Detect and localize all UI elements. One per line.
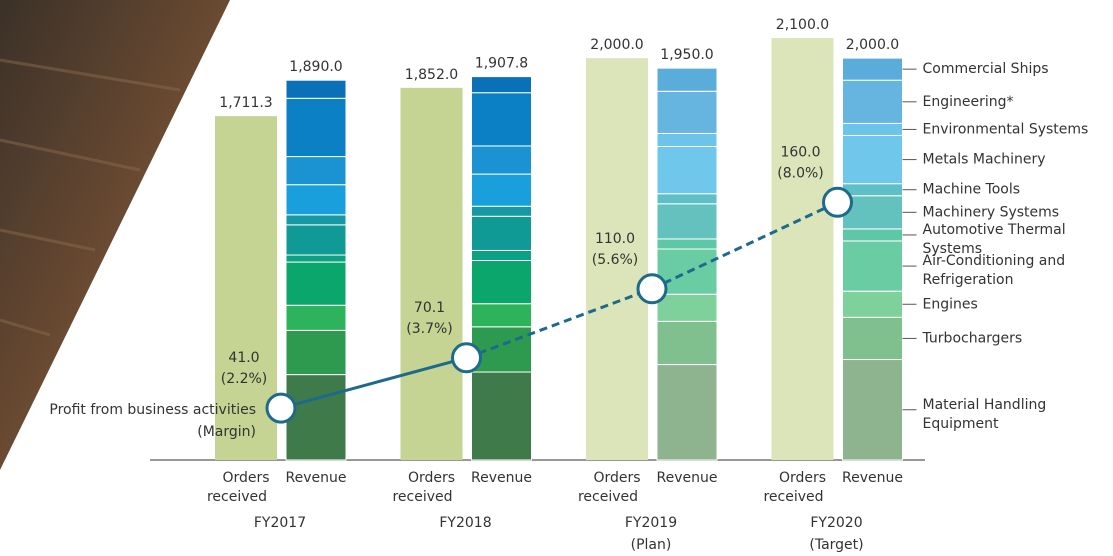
profit-marker xyxy=(824,188,852,216)
revenue-segment xyxy=(286,185,346,215)
revenue-segment xyxy=(286,255,346,262)
x-tick-note: (Plan) xyxy=(631,537,672,553)
x-tick-label: FY2017 xyxy=(254,515,306,531)
profit-label: 160.0 xyxy=(780,144,820,160)
revenue-segment xyxy=(286,262,346,305)
revenue-total-label: 1,950.0 xyxy=(660,47,713,63)
legend-label: Engines xyxy=(923,296,978,312)
revenue-segment xyxy=(843,229,903,241)
profit-marker xyxy=(267,394,295,422)
revenue-segment xyxy=(472,206,532,216)
revenue-segment xyxy=(843,80,903,123)
revenue-segment xyxy=(843,241,903,291)
revenue-segment xyxy=(472,93,532,146)
legend-label: Air-Conditioning andRefrigeration xyxy=(923,253,1066,288)
x-bar-label: Revenue xyxy=(657,470,718,486)
revenue-segment xyxy=(472,250,532,260)
x-tick-label: FY2018 xyxy=(439,515,491,531)
revenue-segment xyxy=(843,291,903,317)
revenue-segment xyxy=(286,215,346,225)
photo xyxy=(0,0,230,470)
legend-label: Machine Tools xyxy=(923,182,1021,198)
revenue-segment xyxy=(843,184,903,196)
orders-label: 1,852.0 xyxy=(405,67,458,83)
margin-label: (8.0%) xyxy=(777,165,824,181)
revenue-segment xyxy=(843,123,903,135)
revenue-segment xyxy=(657,294,717,321)
revenue-segment xyxy=(657,321,717,364)
legend-label: Environmental Systems xyxy=(923,121,1089,137)
x-tick-label: FY2020 xyxy=(810,515,862,531)
revenue-segment xyxy=(657,194,717,204)
revenue-segment xyxy=(286,98,346,156)
x-tick-label: FY2019 xyxy=(625,515,677,531)
profit-label: 110.0 xyxy=(595,231,635,247)
revenue-segment xyxy=(286,330,346,374)
profit-marker xyxy=(453,344,481,372)
profit-label: 70.1 xyxy=(414,300,445,316)
legend-label: Commercial Ships xyxy=(923,61,1049,77)
x-bar-label: Revenue xyxy=(471,470,532,486)
orders-label: 1,711.3 xyxy=(219,95,272,111)
x-bar-label: received xyxy=(578,489,638,505)
profit-name: (Margin) xyxy=(197,424,256,440)
x-bar-label: Orders xyxy=(408,470,455,486)
x-bar-label: Orders xyxy=(222,470,269,486)
revenue-segment xyxy=(657,147,717,194)
revenue-segment xyxy=(472,216,532,250)
x-bar-label: Orders xyxy=(593,470,640,486)
margin-label: (2.2%) xyxy=(221,371,268,387)
legend-label: Engineering* xyxy=(923,94,1014,110)
x-bar-label: Orders xyxy=(779,470,826,486)
profit-name: Profit from business activities xyxy=(49,402,256,418)
x-tick-note: (Target) xyxy=(809,537,863,553)
revenue-segment xyxy=(472,77,532,93)
x-bar-label: received xyxy=(207,489,267,505)
x-bar-label: received xyxy=(763,489,823,505)
revenue-segment xyxy=(657,133,717,146)
revenue-segment xyxy=(843,135,903,183)
revenue-segment xyxy=(657,68,717,91)
revenue-segment xyxy=(286,80,346,98)
orders-bar xyxy=(401,88,463,460)
revenue-segment xyxy=(286,157,346,185)
revenue-segment xyxy=(843,317,903,359)
x-bar-label: Revenue xyxy=(842,470,903,486)
revenue-segment xyxy=(472,174,532,206)
orders-bar xyxy=(772,38,834,460)
revenue-segment xyxy=(472,260,532,303)
revenue-segment xyxy=(657,365,717,460)
margin-label: (3.7%) xyxy=(406,321,453,337)
revenue-segment xyxy=(657,204,717,239)
revenue-total-label: 2,000.0 xyxy=(846,37,899,53)
revenue-segment xyxy=(843,360,903,460)
revenue-segment xyxy=(286,375,346,460)
margin-label: (5.6%) xyxy=(592,252,639,268)
legend-label: Machinery Systems xyxy=(923,204,1060,220)
revenue-segment xyxy=(657,239,717,249)
revenue-total-label: 1,907.8 xyxy=(475,56,528,72)
legend-label: Metals Machinery xyxy=(923,152,1046,168)
revenue-segment xyxy=(843,58,903,80)
revenue-segment xyxy=(472,327,532,372)
revenue-segment xyxy=(472,146,532,174)
revenue-segment xyxy=(472,372,532,460)
revenue-segment xyxy=(472,304,532,327)
revenue-total-label: 1,890.0 xyxy=(289,59,342,75)
profit-marker xyxy=(638,275,666,303)
revenue-segment xyxy=(286,305,346,330)
x-bar-label: received xyxy=(392,489,452,505)
orders-label: 2,100.0 xyxy=(776,17,829,33)
revenue-segment xyxy=(286,225,346,255)
legend-label: Turbochargers xyxy=(922,330,1023,346)
revenue-segment xyxy=(657,91,717,133)
orders-label: 2,000.0 xyxy=(590,37,643,53)
chart: 1,711.3 1,890.0 Orders received Revenue FY201… xyxy=(0,0,1113,556)
x-bar-label: Revenue xyxy=(286,470,347,486)
profit-label: 41.0 xyxy=(228,350,259,366)
